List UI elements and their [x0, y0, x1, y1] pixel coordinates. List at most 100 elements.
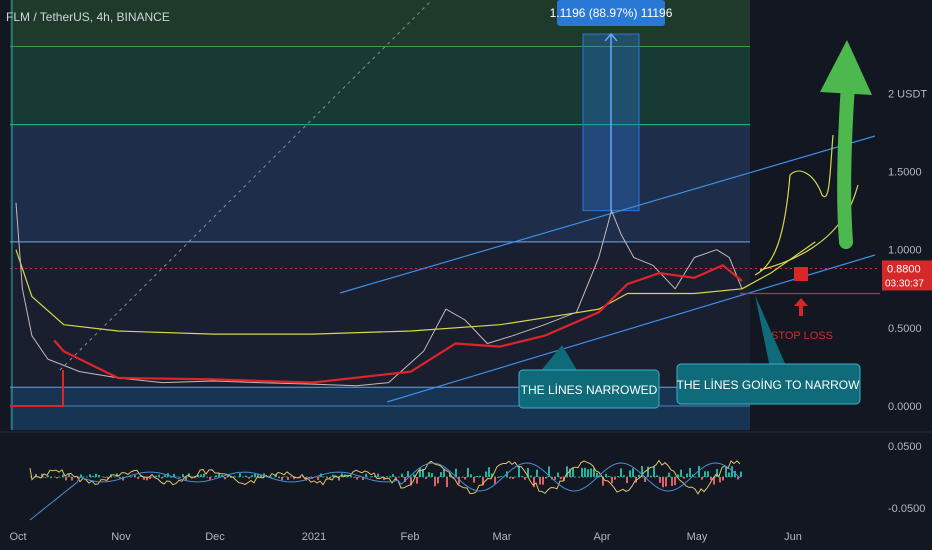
osc-bar [317, 477, 319, 480]
osc-bar [47, 475, 49, 477]
osc-bar [371, 476, 373, 477]
chart-series [10, 202, 816, 407]
x-tick-label: Oct [9, 531, 26, 543]
osc-bar [662, 477, 664, 488]
callouts: THE LİNES NARROWED THE LİNES GOİNG TO NAR… [518, 295, 861, 409]
osc-bar [383, 477, 385, 481]
time-axis[interactable]: Oct Nov Dec 2021 Feb Mar Apr May Jun [9, 531, 801, 543]
osc-bar [593, 468, 595, 477]
osc-bar [350, 475, 352, 477]
osc-bar [542, 477, 544, 485]
y-tick-label: 0.0000 [888, 401, 922, 413]
osc-bar [188, 473, 190, 477]
osc-bar [392, 474, 394, 477]
measure-label: 1.1196 (88.97%) 11196 [550, 6, 673, 20]
osc-bar [230, 477, 232, 478]
x-tick-label: Apr [593, 531, 610, 543]
osc-bar [566, 466, 568, 477]
zone-gray [10, 243, 750, 388]
osc-bar [374, 475, 376, 477]
osc-bar [650, 475, 652, 477]
osc-bar [224, 477, 226, 480]
osc-bar [446, 477, 448, 488]
osc-bar [257, 473, 259, 477]
osc-bar [704, 471, 706, 477]
measure-box: 1.1196 (88.97%) 11196 [550, 0, 673, 212]
osc-bar [170, 477, 172, 478]
osc-bar [428, 472, 430, 477]
osc-bar [200, 474, 202, 477]
osc-bar [653, 466, 655, 477]
callout-2-text: THE LİNES GOİNG TO NARROW [677, 378, 861, 392]
osc-bar [143, 477, 145, 480]
green-arrow-shaft [837, 78, 855, 249]
osc-bar [701, 477, 703, 480]
osc-bar [722, 477, 724, 481]
osc-bar [554, 477, 556, 480]
osc-bar [461, 477, 463, 478]
osc-bar [467, 467, 469, 477]
zone-teal [10, 47, 750, 128]
price-axis[interactable]: 2 USDT 1.5000 1.0000 0.5000 0.0000 0.8800 03:3… [882, 88, 932, 413]
osc-bar [401, 473, 403, 477]
osc-bar [263, 473, 265, 477]
osc-bar [509, 477, 511, 479]
osc-bar [617, 476, 619, 477]
osc-bar [146, 477, 148, 481]
osc-bar [404, 477, 406, 483]
osc-bar [251, 475, 253, 477]
osc-bar [728, 472, 730, 477]
osc-bar [605, 473, 607, 477]
osc-bar [656, 475, 658, 477]
osc-bar [221, 474, 223, 477]
callout-1-pointer [540, 345, 578, 372]
osc-bar [530, 475, 532, 477]
symbol-title: FLM / TetherUS, 4h, BINANCE [6, 10, 170, 24]
channel-lines [339, 135, 876, 403]
current-price-label: 0.8800 [887, 263, 921, 275]
osc-bar [260, 474, 262, 477]
osc-bar [89, 474, 91, 477]
osc-bar [287, 477, 289, 480]
osc-bar [512, 477, 514, 479]
osc-bar [719, 477, 721, 483]
callout-2-box [676, 363, 861, 405]
oscillator-panel: 0.0500 -0.0500 [0, 431, 932, 521]
osc-bar [485, 471, 487, 477]
channel-upper [339, 135, 876, 294]
osc-bar [44, 477, 46, 478]
osc-bar [686, 473, 688, 477]
osc-bar [482, 477, 484, 486]
osc-bar [665, 477, 667, 487]
measure-label-box [557, 0, 665, 26]
x-tick-label: Dec [205, 531, 225, 543]
osc-bar [725, 466, 727, 477]
callout-2-pointer [755, 295, 787, 368]
osc-bar [629, 470, 631, 477]
osc-bar [470, 474, 472, 477]
osc-bar [434, 477, 436, 487]
osc-bar [638, 474, 640, 477]
stop-loss-label: STOP LOSS [771, 330, 833, 342]
osc-bar [122, 477, 124, 481]
osc-bar [632, 468, 634, 477]
osc-bar [326, 477, 328, 479]
osc-bar [527, 467, 529, 477]
osc-main-line [29, 462, 741, 521]
projection-curve-high [754, 134, 834, 276]
osc-bar [539, 477, 541, 485]
osc-bar [548, 466, 550, 477]
y-tick-label: 1.5000 [888, 167, 922, 179]
osc-bar [713, 477, 715, 485]
stop-loss-square [794, 267, 808, 281]
osc-bar [707, 471, 709, 477]
osc-bar [248, 477, 250, 479]
series-red-line [53, 264, 743, 384]
osc-bar [581, 467, 583, 477]
osc-bar [92, 475, 94, 477]
osc-bar [449, 473, 451, 477]
osc-bar [560, 477, 562, 480]
osc-bar [95, 473, 97, 477]
osc-bar [416, 477, 418, 484]
